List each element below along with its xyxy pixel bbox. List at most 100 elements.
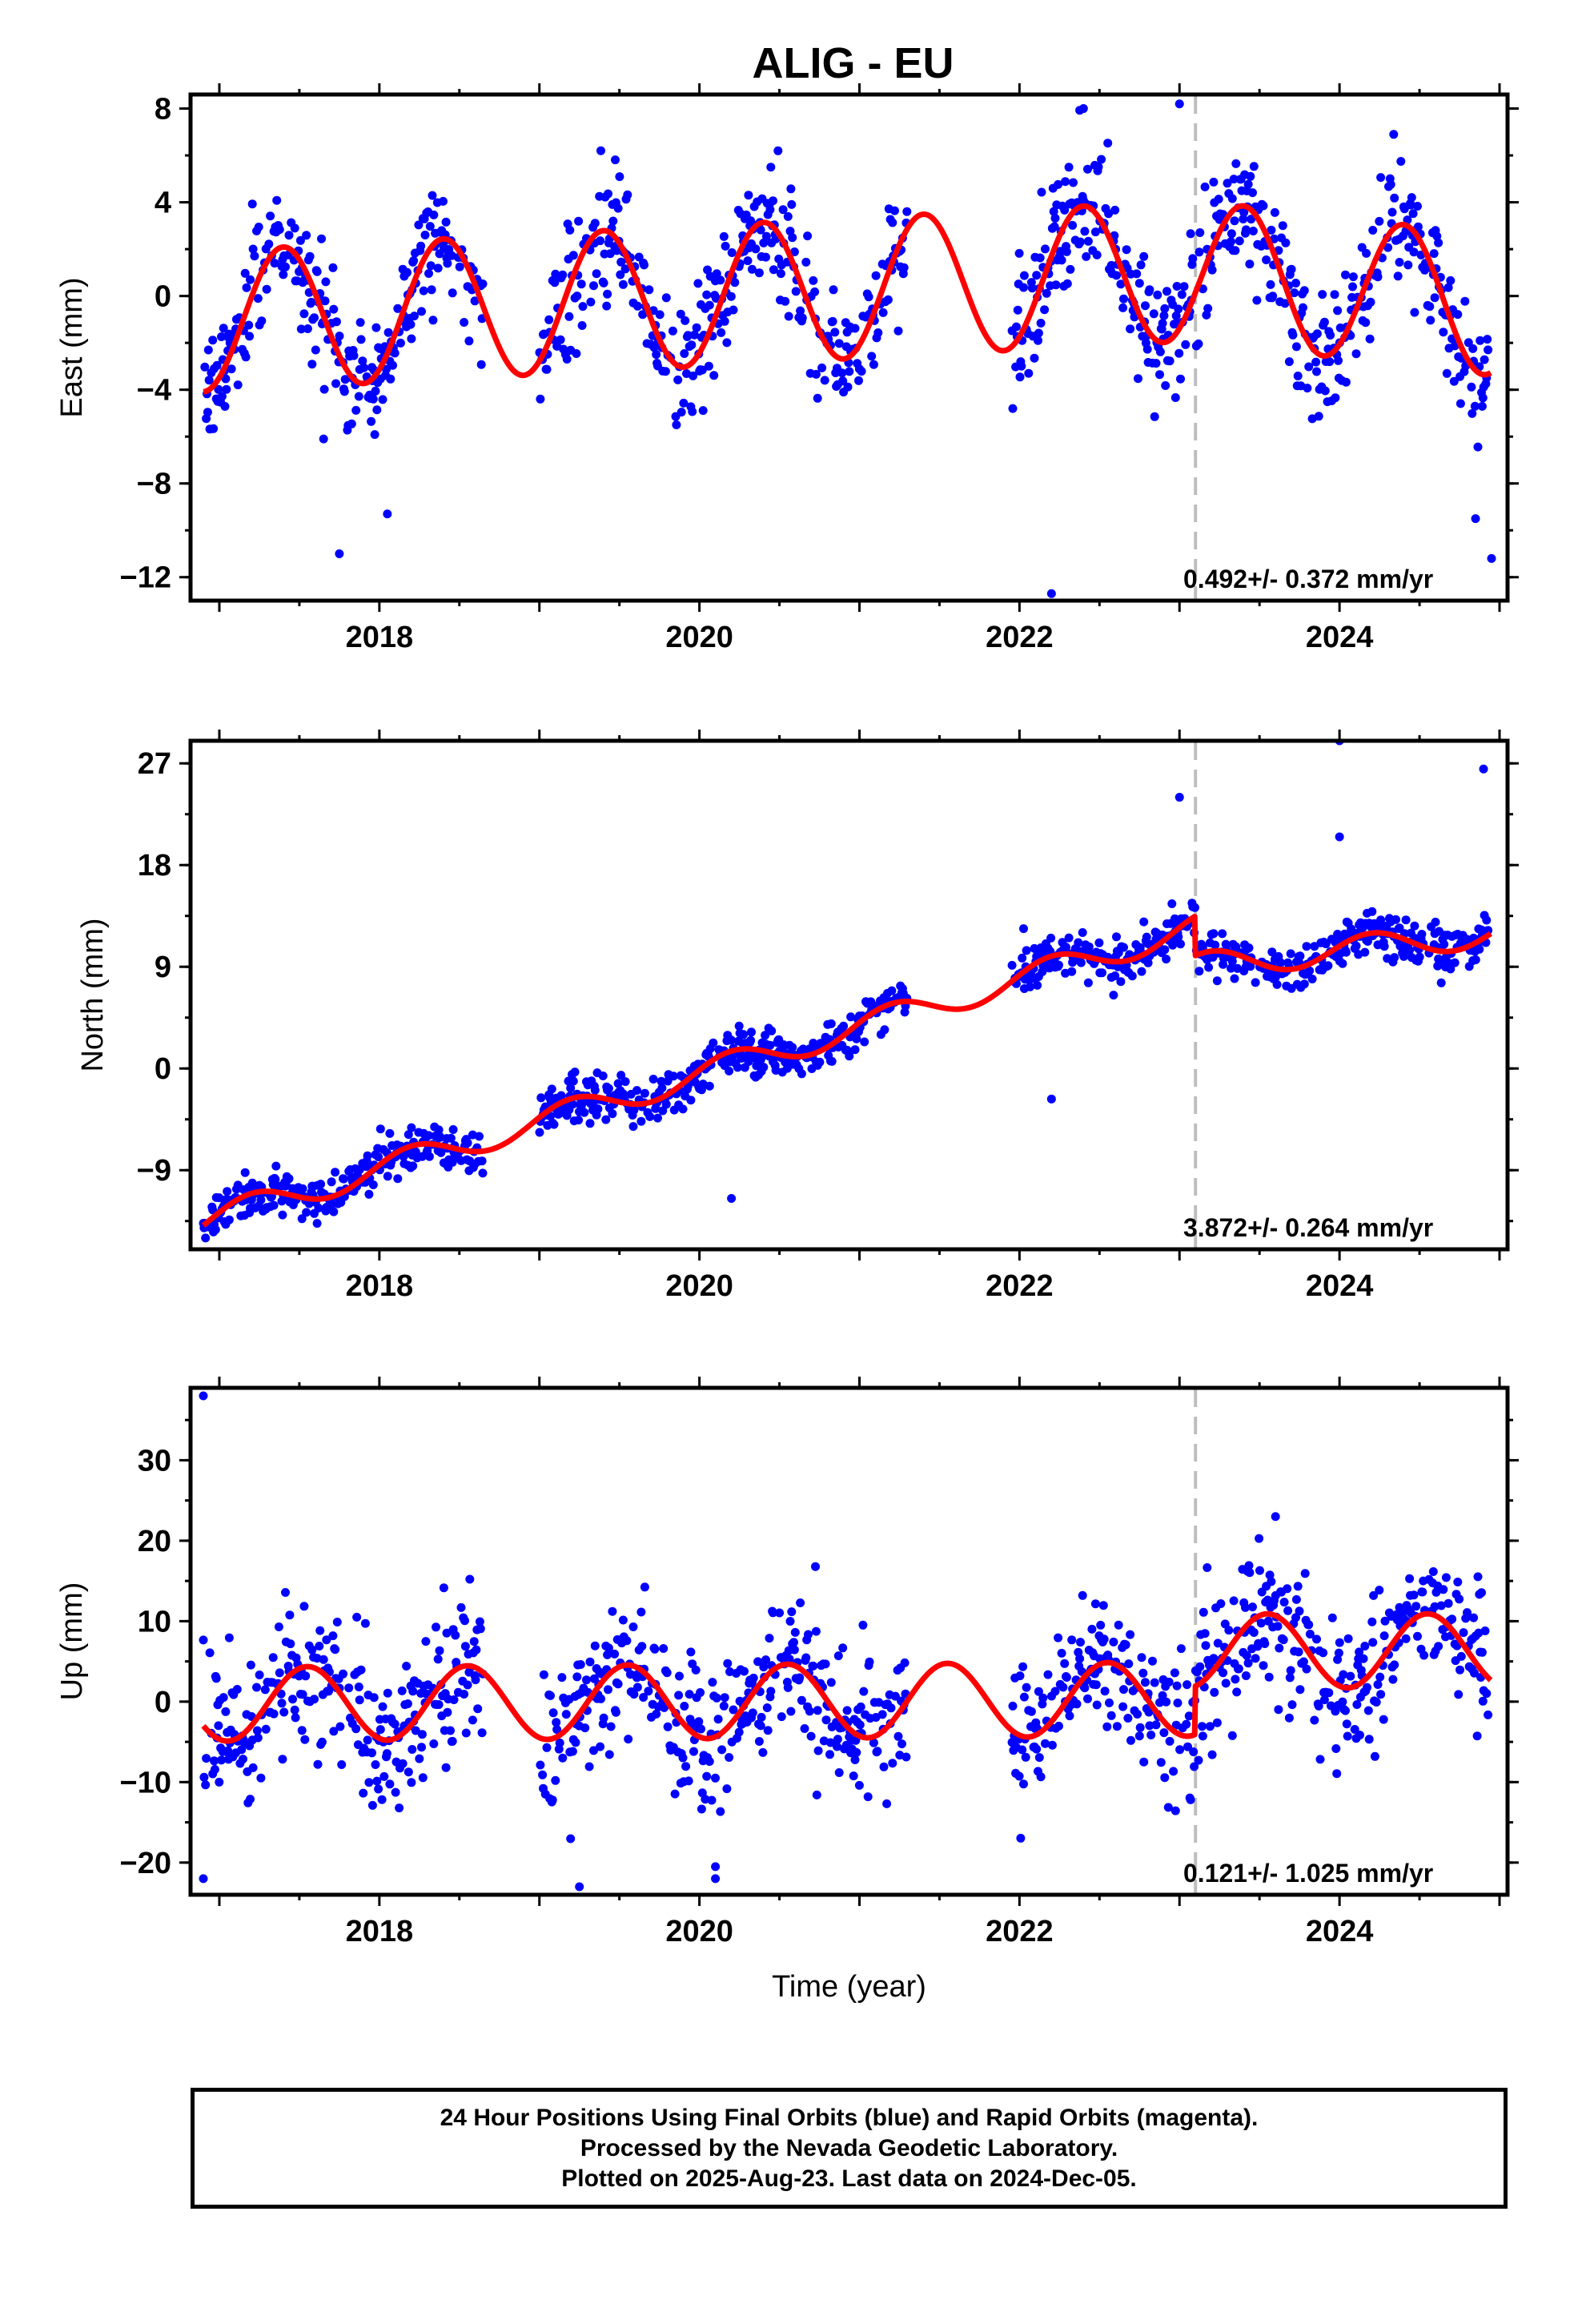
data-point [1434,1642,1443,1651]
data-point [796,1598,805,1607]
data-point [1136,260,1146,270]
data-point [1084,942,1094,951]
data-point [586,297,596,307]
data-point [644,285,654,295]
data-point [1062,279,1072,288]
data-point [1032,1744,1042,1754]
data-point [1248,1602,1257,1612]
data-point [668,326,677,336]
data-point [1365,334,1375,344]
data-point [1141,1678,1150,1687]
data-point [1480,1626,1490,1635]
data-point [1426,316,1435,325]
data-point [1116,977,1126,987]
velocity-rate-label: 0.121+/- 1.025 mm/yr [1183,1859,1433,1888]
data-point [744,191,753,200]
data-point [685,1690,694,1699]
data-point [613,203,623,213]
data-point [546,1691,555,1700]
data-point [296,324,306,334]
data-point [221,1707,231,1716]
data-point [1067,967,1077,976]
data-point [414,220,424,230]
data-point [1389,130,1399,139]
data-point [592,269,601,279]
data-point-outlier [711,1862,721,1872]
data-point [865,1657,874,1667]
y-tick-label: 27 [138,747,171,781]
data-point [778,205,788,215]
data-point [743,256,753,266]
data-point [468,1715,477,1725]
data-point [367,1748,376,1758]
data-point [686,1096,696,1105]
data-point [673,375,683,384]
data-point [842,1706,852,1715]
data-point [713,1715,723,1724]
data-point [754,1737,764,1746]
data-point [1244,1561,1254,1570]
data-point [320,296,330,306]
data-point [687,340,697,350]
plot-frame [188,92,1510,603]
data-point [439,196,448,206]
data-point [1176,1644,1186,1654]
data-point [290,1705,299,1715]
data-point [210,1765,219,1774]
data-point [833,1651,843,1661]
data-point [1230,974,1239,983]
data-point [297,1214,307,1224]
data-point [1273,1622,1283,1631]
data-point [1231,159,1241,168]
data-point [693,279,703,288]
data-point [344,1683,354,1693]
data-point [785,1617,795,1626]
data-point [1098,968,1106,978]
data-point [1417,930,1427,939]
data-point [727,248,737,257]
data-point [281,1588,290,1597]
data-point [281,262,290,271]
data-point-outlier [335,549,344,558]
data-point [1018,1745,1027,1755]
data-point [1017,361,1026,371]
data-point [1036,1772,1046,1782]
x-tick-label: 2022 [986,1269,1054,1303]
data-point [1169,1767,1178,1776]
data-point [1198,1731,1207,1741]
data-point [1114,1620,1123,1630]
data-point [1106,1711,1116,1720]
data-point [1083,978,1093,987]
data-point [395,1803,404,1813]
data-point [1155,347,1165,356]
data-point [286,1639,295,1649]
data-point [351,405,361,415]
data-point [298,1184,307,1193]
panel-1: 8 4 0 −4 −8 −12 2018 2020 2022 2024 East (mm) 0.492… [55,39,1519,654]
data-point [628,1122,638,1132]
data-point [788,1043,797,1052]
data-point [1211,940,1220,950]
data-point [247,199,257,209]
data-point [1150,412,1159,421]
data-point [1090,227,1100,237]
data-point [1008,1701,1018,1711]
data-point [1015,372,1025,382]
data-point [223,1187,232,1196]
data-point [335,1722,345,1731]
data-point [676,309,685,319]
data-point [1186,1795,1195,1804]
data-point [239,1755,247,1764]
data-point [596,146,605,155]
data-point [409,256,419,265]
data-point [720,316,729,326]
data-point [1352,1700,1362,1709]
data-point [403,1699,412,1708]
data-point [584,1762,594,1771]
data-point [733,1063,742,1072]
data-point [1054,960,1063,970]
data-point [307,1645,317,1655]
data-point [219,324,228,333]
data-point [756,1721,765,1731]
